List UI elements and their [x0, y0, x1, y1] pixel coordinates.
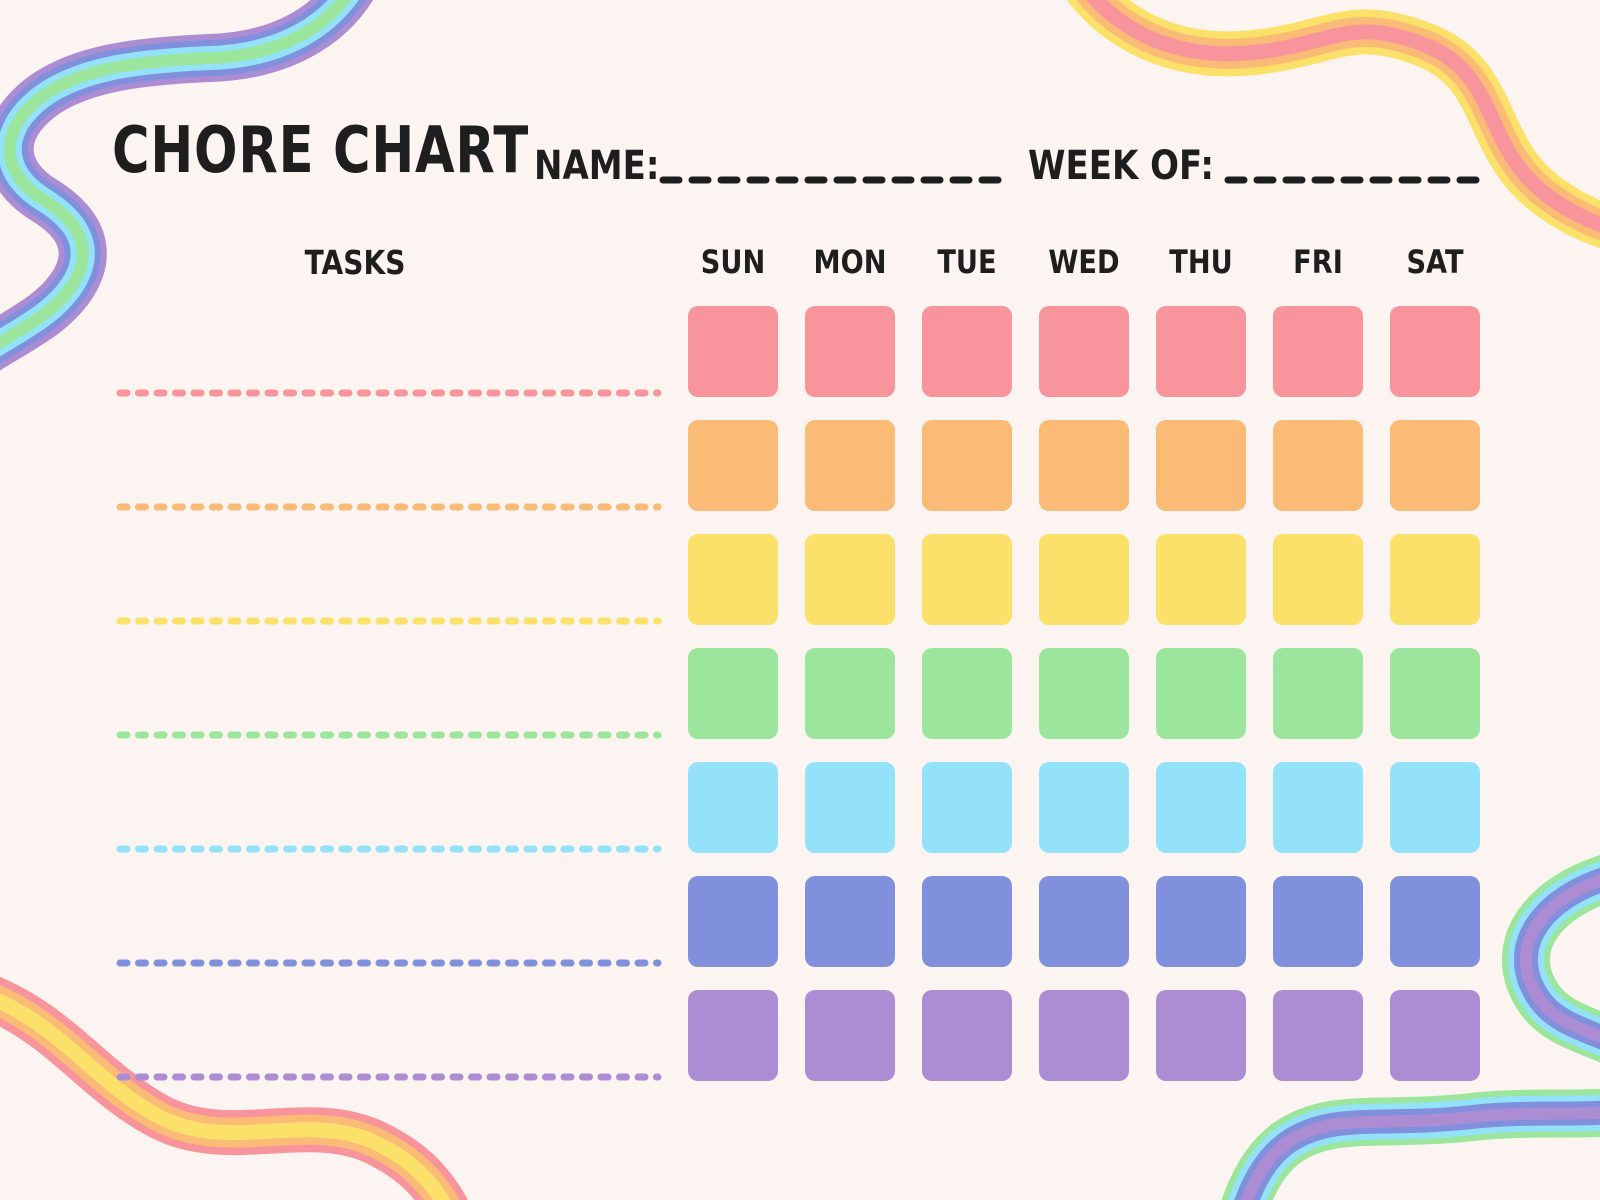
- chore-cell-periwinkle-sat[interactable]: [1390, 876, 1480, 967]
- chore-cell-pink-fri[interactable]: [1273, 306, 1363, 397]
- chore-cell-orange-wed[interactable]: [1039, 420, 1129, 511]
- chore-cell-purple-tue[interactable]: [922, 990, 1012, 1081]
- chore-cell-orange-mon[interactable]: [805, 420, 895, 511]
- chore-cell-green-sun[interactable]: [688, 648, 778, 739]
- chore-cell-orange-thu[interactable]: [1156, 420, 1246, 511]
- chore-cell-periwinkle-fri[interactable]: [1273, 876, 1363, 967]
- chore-cell-purple-fri[interactable]: [1273, 990, 1363, 1081]
- chore-cell-sky-blue-mon[interactable]: [805, 762, 895, 853]
- chore-cell-green-sat[interactable]: [1390, 648, 1480, 739]
- day-header-sat: SAT: [1406, 243, 1464, 281]
- chore-cell-pink-mon[interactable]: [805, 306, 895, 397]
- chore-cell-purple-thu[interactable]: [1156, 990, 1246, 1081]
- chore-cell-sky-blue-thu[interactable]: [1156, 762, 1246, 853]
- chore-cell-green-tue[interactable]: [922, 648, 1012, 739]
- chore-cell-periwinkle-wed[interactable]: [1039, 876, 1129, 967]
- tasks-column-header: TASKS: [304, 243, 406, 282]
- chore-cell-orange-sat[interactable]: [1390, 420, 1480, 511]
- chore-cell-yellow-wed[interactable]: [1039, 534, 1129, 625]
- task-name-lines: [116, 389, 662, 1081]
- day-header-sun: SUN: [700, 243, 766, 281]
- chore-cell-pink-tue[interactable]: [922, 306, 1012, 397]
- chore-cell-green-mon[interactable]: [805, 648, 895, 739]
- day-header-mon: MON: [813, 243, 887, 281]
- day-header-wed: WED: [1048, 243, 1120, 281]
- chore-cell-yellow-fri[interactable]: [1273, 534, 1363, 625]
- chore-cell-periwinkle-thu[interactable]: [1156, 876, 1246, 967]
- chore-cell-green-fri[interactable]: [1273, 648, 1363, 739]
- chore-cell-pink-wed[interactable]: [1039, 306, 1129, 397]
- chore-cell-periwinkle-sun[interactable]: [688, 876, 778, 967]
- chore-cell-orange-tue[interactable]: [922, 420, 1012, 511]
- chore-cell-yellow-sat[interactable]: [1390, 534, 1480, 625]
- chore-cell-yellow-sun[interactable]: [688, 534, 778, 625]
- chore-cell-purple-sun[interactable]: [688, 990, 778, 1081]
- page-title: CHORE CHART: [112, 114, 530, 188]
- chore-cell-yellow-thu[interactable]: [1156, 534, 1246, 625]
- chore-cell-pink-sun[interactable]: [688, 306, 778, 397]
- chore-cell-yellow-tue[interactable]: [922, 534, 1012, 625]
- chore-cell-sky-blue-wed[interactable]: [1039, 762, 1129, 853]
- chore-cell-sky-blue-sun[interactable]: [688, 762, 778, 853]
- chore-cell-purple-sat[interactable]: [1390, 990, 1480, 1081]
- chore-cell-orange-fri[interactable]: [1273, 420, 1363, 511]
- chore-cell-green-thu[interactable]: [1156, 648, 1246, 739]
- chore-cell-purple-mon[interactable]: [805, 990, 895, 1081]
- chore-cell-green-wed[interactable]: [1039, 648, 1129, 739]
- name-label: NAME:: [534, 143, 660, 189]
- chore-cell-yellow-mon[interactable]: [805, 534, 895, 625]
- day-header-tue: TUE: [937, 243, 997, 281]
- chore-cell-pink-sat[interactable]: [1390, 306, 1480, 397]
- chore-cell-orange-sun[interactable]: [688, 420, 778, 511]
- chore-cell-periwinkle-tue[interactable]: [922, 876, 1012, 967]
- chore-cell-periwinkle-mon[interactable]: [805, 876, 895, 967]
- day-header-fri: FRI: [1293, 243, 1343, 281]
- chore-cell-sky-blue-sat[interactable]: [1390, 762, 1480, 853]
- day-header-thu: THU: [1169, 243, 1233, 281]
- chore-cell-sky-blue-tue[interactable]: [922, 762, 1012, 853]
- chore-cell-purple-wed[interactable]: [1039, 990, 1129, 1081]
- chore-cell-sky-blue-fri[interactable]: [1273, 762, 1363, 853]
- chore-cell-pink-thu[interactable]: [1156, 306, 1246, 397]
- week-label: WEEK OF:: [1028, 143, 1215, 189]
